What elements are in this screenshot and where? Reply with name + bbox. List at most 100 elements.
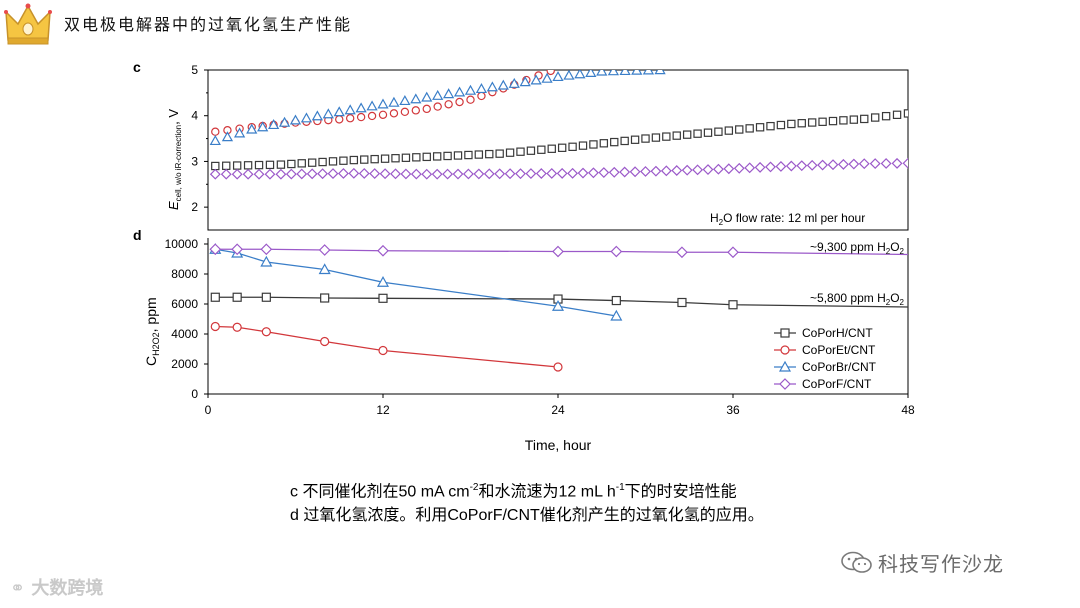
panel-c-data-point: [568, 142, 577, 151]
panel-c-data-point: [745, 124, 754, 133]
panel-c-data-point: [391, 154, 400, 163]
panel-c-data-point: [475, 83, 488, 94]
panel-c-data-point: [253, 168, 265, 180]
panel-c-data-point: [264, 168, 276, 180]
panel-c-data-point: [464, 150, 473, 160]
panel-d-data-point: [261, 292, 271, 302]
panel-c-data-point: [380, 154, 390, 163]
panel-c-data-point: [567, 167, 579, 179]
panel-d-data-point: [376, 276, 390, 287]
panel-d-data-point: [318, 244, 331, 256]
panel-c-data-point: [589, 140, 598, 149]
panel-c-data-point: [322, 108, 334, 119]
panel-c-data-point: [367, 111, 377, 121]
panel-c-label: c: [133, 59, 141, 75]
caption-c-mid: 和水流速为12 mL h: [478, 483, 616, 501]
panel-c-data-point: [389, 109, 399, 118]
panel-d-series-line: [215, 296, 909, 308]
panel-c-data-point: [556, 167, 568, 179]
panel-c-data-point: [662, 132, 671, 141]
panel-c-data-point: [388, 96, 400, 107]
panel-c-ytick-label: 3: [191, 154, 198, 168]
panel-c-data-point: [486, 81, 498, 92]
wechat-icon: [841, 551, 872, 573]
panel-c-data-point: [891, 157, 903, 169]
legend-label: CoPorBr/CNT: [802, 360, 877, 374]
panel-c-data-point: [242, 168, 254, 180]
panel-c-data-point: [285, 168, 297, 180]
panel-d-ytick-label: 4000: [171, 327, 198, 341]
legend-marker: [778, 360, 792, 372]
panel-c-frame: [207, 69, 909, 231]
panel-c-data-point: [880, 158, 892, 169]
panel-c-data-point: [526, 146, 536, 155]
panel-c-data-point: [412, 153, 421, 162]
panel-c-data-point: [733, 162, 745, 174]
panel-c-data-point: [607, 70, 620, 76]
panel-c-data-point: [599, 139, 609, 148]
panel-d-data-point: [610, 309, 623, 321]
panel-d-data-point: [377, 244, 389, 257]
panel-d-data-point: [261, 327, 271, 337]
panel-c-ytick-label: 4: [191, 109, 198, 123]
panel-c-data-point: [525, 168, 537, 180]
panel-c-data-point: [306, 168, 318, 180]
panel-c-data-point: [766, 121, 775, 131]
panel-c-data-point: [473, 168, 485, 180]
panel-c-data-point: [462, 168, 474, 180]
panel-c-data-point: [547, 144, 556, 153]
panel-c-data-point: [681, 164, 693, 176]
panel-d-data-point: [231, 243, 244, 256]
panel-c-data-point: [903, 109, 908, 118]
panel-c-data-point: [477, 91, 486, 101]
panel-d-label: d: [133, 227, 142, 243]
panel-c-data-point: [317, 168, 329, 180]
panel-d-ytick-label: 6000: [171, 297, 198, 311]
panel-c-data-point: [211, 127, 220, 136]
panel-c-data-point: [287, 159, 296, 169]
panel-d-data-point: [210, 292, 220, 302]
panel-d-data-point: [320, 293, 330, 303]
panel-c-data-point: [598, 167, 610, 178]
panel-c-data-point: [714, 127, 723, 136]
panel-c-data-point: [378, 110, 388, 120]
panel-c-data-point: [497, 79, 509, 90]
panel-c-data-point: [671, 165, 683, 176]
panel-c-data-point: [453, 86, 466, 97]
panel-c-data-point: [817, 159, 829, 171]
panel-c-data-point: [785, 160, 797, 172]
panel-c-data-point: [860, 114, 869, 124]
panel-c-data-point: [296, 168, 308, 180]
panel-d-data-point: [728, 300, 738, 310]
panel-c-ylabel: Ecell, w/o iR-correction, V: [166, 109, 183, 210]
crown-logo-icon: [4, 3, 52, 45]
panel-c-data-point: [474, 150, 484, 159]
panel-c-data-point: [485, 149, 494, 159]
panel-c-data-point: [410, 93, 422, 104]
panel-c-data-point: [443, 151, 452, 161]
panel-c-data-point: [209, 168, 221, 180]
panel-c-data-point: [596, 70, 608, 76]
panel-c-data-point: [297, 159, 306, 168]
panel-c-data-point: [892, 110, 902, 119]
panel-c-data-point: [629, 166, 641, 178]
panel-c-data-point: [243, 161, 253, 170]
panel-d-data-point: [209, 243, 222, 256]
panel-c-data-point: [289, 114, 302, 125]
panel-d-xtick-label: 0: [205, 403, 212, 417]
panel-c-data-point: [881, 111, 891, 121]
panel-c-data-point: [390, 168, 401, 180]
wechat-account-badge: 科技写作沙龙: [840, 548, 1004, 577]
panel-c-data-point: [642, 70, 655, 75]
panel-c-data-point: [344, 104, 356, 115]
panel-d-xtick-label: 48: [901, 403, 915, 417]
panel-c-data-point: [574, 70, 586, 79]
caption-line-c: c 不同催化剂在50 mA cm-2和水流速为12 mL h-1下的时安培性能: [290, 476, 764, 504]
panel-d-data-point: [378, 345, 388, 356]
panel-c-data-point: [735, 125, 744, 134]
panel-c-data-point: [797, 119, 806, 128]
panel-d-series-line: [215, 248, 909, 256]
panel-c-data-point: [442, 168, 454, 180]
panel-c-data-point: [504, 168, 516, 180]
